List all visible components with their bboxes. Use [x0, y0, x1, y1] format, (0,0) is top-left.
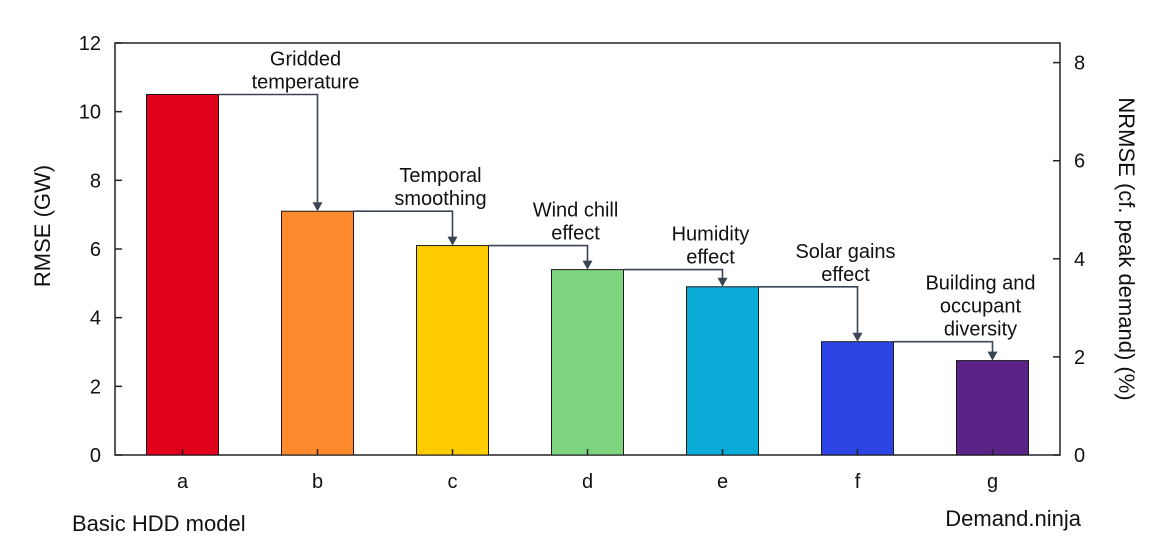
right-tick-label: 4	[1074, 249, 1085, 271]
connector-arrowhead	[312, 202, 323, 212]
bar-f	[821, 341, 894, 456]
left-tick-label: 12	[79, 33, 101, 55]
connector-line	[623, 268, 724, 280]
left-tick-label: 10	[79, 102, 101, 124]
connector-line	[893, 340, 994, 354]
right-tick-label: 0	[1074, 445, 1085, 467]
demand-ninja-label: Demand.ninja	[945, 506, 1082, 531]
left-tick-label: 4	[90, 308, 101, 330]
x-tick-label-b: b	[312, 471, 323, 493]
bar-b	[281, 210, 354, 456]
annotation-line: diversity	[944, 319, 1017, 341]
right-y-axis-title: NRMSE (cf. peak demand) (%)	[1114, 97, 1139, 400]
bars	[146, 94, 1029, 456]
left-tick-label: 0	[90, 445, 101, 467]
left-y-axis-title: RMSE (GW)	[30, 165, 55, 287]
annotation-line: temperature	[252, 72, 360, 94]
connector-line	[488, 244, 589, 263]
connector-arrowhead	[582, 260, 593, 270]
left-tick-label: 2	[90, 376, 101, 398]
annotation-line: Building and	[925, 273, 1035, 295]
x-tick-label-f: f	[855, 471, 861, 493]
annotation-line: Temporal	[399, 165, 481, 187]
annotation-line: occupant	[940, 296, 1022, 318]
connector-line	[218, 93, 319, 205]
annotation-line: Wind chill	[533, 200, 619, 222]
x-tick-label-e: e	[717, 471, 728, 493]
connector-line	[758, 285, 859, 335]
connector-arrowhead	[852, 332, 863, 342]
bar-g	[956, 360, 1029, 456]
annotation-line: effect	[821, 264, 870, 286]
connector-arrowhead	[987, 351, 998, 361]
left-tick-label: 6	[90, 239, 101, 261]
x-axis: a b c d e f g	[177, 449, 998, 493]
connector-arrowhead	[717, 277, 728, 287]
annotation-line: effect	[686, 247, 735, 269]
x-tick-label-a: a	[177, 471, 189, 493]
bar-a	[146, 94, 219, 456]
right-tick-label: 2	[1074, 347, 1085, 369]
x-tick-label-c: c	[448, 471, 458, 493]
basic-hdd-model-label: Basic HDD model	[72, 511, 246, 536]
connector-line	[353, 210, 454, 239]
right-tick-label: 6	[1074, 151, 1085, 173]
annotation-line: Solar gains	[795, 241, 895, 263]
annotation-connectors	[218, 93, 998, 361]
annotation-line: effect	[551, 223, 600, 245]
bar-c	[416, 245, 489, 456]
annotation-line: Gridded	[270, 49, 341, 71]
bar-d	[551, 269, 624, 456]
x-tick-label-d: d	[582, 471, 593, 493]
bar-e	[686, 286, 759, 456]
connector-arrowhead	[447, 236, 458, 246]
x-tick-label-g: g	[987, 471, 998, 493]
annotation-line: Humidity	[672, 224, 750, 246]
right-tick-label: 8	[1074, 53, 1085, 75]
right-y-axis: 0 2 4 6 8	[1053, 53, 1085, 467]
annotation-line: smoothing	[394, 188, 486, 210]
left-tick-label: 8	[90, 170, 101, 192]
left-y-axis: 0 2 4 6 8 10 12	[79, 33, 122, 467]
